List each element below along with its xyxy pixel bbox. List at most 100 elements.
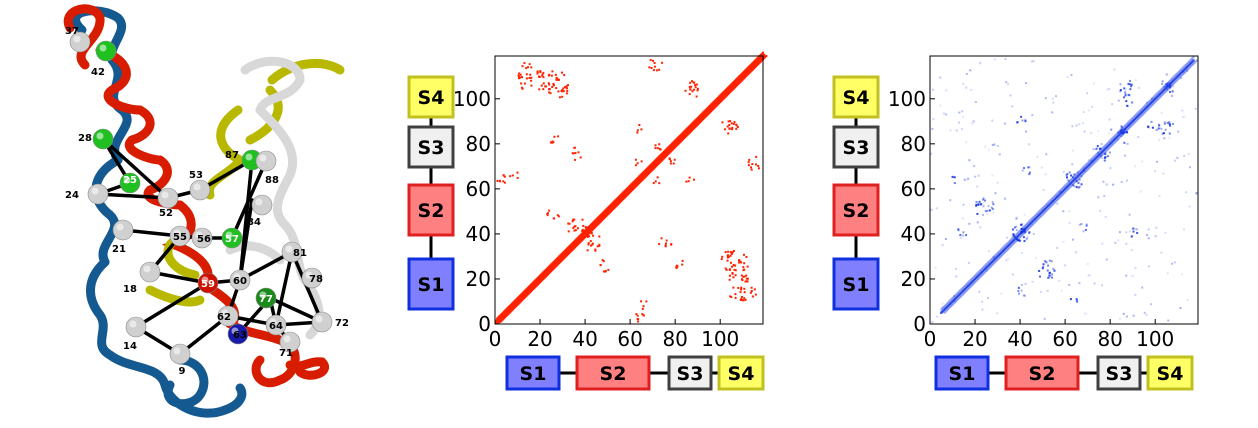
contact-cell: [1129, 119, 1132, 122]
contact-cell: [1015, 239, 1018, 242]
contact-cell: [552, 267, 555, 270]
contact-cell: [1162, 86, 1165, 89]
y-tick-label: 20: [901, 267, 926, 291]
contact-cell: [1141, 106, 1144, 109]
contact-cell: [966, 289, 969, 292]
contact-cell: [1048, 271, 1051, 274]
contact-cell: [706, 106, 709, 109]
contact-cell: [1057, 198, 1060, 201]
contact-cell: [691, 90, 694, 93]
contact-cell: [741, 71, 744, 74]
contact-cell: [1078, 185, 1081, 188]
contact-cell: [693, 120, 696, 123]
contact-cell: [720, 93, 723, 96]
contact-cell: [1013, 236, 1016, 239]
contact-cell: [623, 196, 626, 199]
contact-cell: [536, 70, 539, 73]
contact-cell: [668, 145, 671, 148]
contact-cell: [579, 240, 582, 243]
contact-cell: [625, 187, 628, 190]
contact-cell: [1070, 177, 1073, 180]
contact-cell: [939, 104, 942, 107]
contact-cell: [1032, 233, 1035, 236]
contact-cell: [626, 193, 629, 196]
contact-cell: [614, 205, 617, 208]
contact-cell: [1125, 274, 1128, 277]
contact-cell: [528, 291, 531, 294]
contact-cell: [561, 95, 564, 98]
contact-cell: [1195, 193, 1198, 196]
contact-cell: [1091, 164, 1094, 167]
contact-cell: [602, 211, 605, 214]
contact-cell: [498, 179, 501, 182]
contact-cell: [989, 258, 992, 261]
contact-cell: [1052, 202, 1055, 205]
contact-cell: [654, 144, 657, 147]
contact-cell: [549, 264, 552, 267]
contact-cell: [980, 267, 983, 270]
contact-cell: [1008, 239, 1011, 242]
contact-cell: [568, 245, 571, 248]
contact-cell: [1185, 62, 1188, 65]
contact-cell: [577, 151, 580, 154]
contact-cell: [1005, 249, 1008, 252]
contact-cell: [654, 147, 657, 150]
contact-cell: [953, 176, 956, 179]
contact-cell: [1015, 232, 1018, 235]
contact-cell: [1049, 205, 1052, 208]
contact-cell: [1029, 226, 1032, 229]
contact-cell: [742, 299, 745, 302]
contact-cell: [956, 299, 959, 302]
contact-cell: [1112, 136, 1115, 139]
contact-cell: [680, 132, 683, 135]
contact-cell: [984, 145, 987, 148]
contact-cell: [1126, 122, 1129, 125]
segment-box-s3: S3: [667, 355, 713, 391]
contact-cell: [1141, 286, 1144, 289]
contact-cell: [1011, 228, 1014, 231]
contact-cell: [725, 87, 728, 90]
contact-cell: [620, 193, 623, 196]
contact-cell: [1083, 172, 1086, 175]
contact-cell: [1004, 250, 1007, 253]
contact-cell: [1169, 90, 1172, 93]
contact-cell: [1076, 178, 1079, 181]
contact-cell: [533, 286, 536, 289]
contact-cell: [679, 140, 682, 143]
contact-cell: [661, 151, 664, 154]
contact-cell: [624, 189, 627, 191]
contact-cell: [984, 264, 987, 267]
residue-label: 18: [123, 284, 137, 295]
contact-cell: [681, 263, 684, 266]
contact-cell: [1017, 230, 1020, 233]
y-tick-label: 100: [453, 87, 491, 111]
contact-cell: [944, 303, 947, 306]
contact-cell: [1056, 199, 1059, 202]
contact-cell: [728, 127, 731, 130]
contact-cell: [1035, 219, 1038, 222]
contact-cell: [1126, 142, 1129, 145]
contact-cell: [1079, 175, 1082, 178]
contact-cell: [756, 57, 759, 60]
contact-cell: [635, 313, 638, 316]
contact-cell: [971, 122, 974, 125]
contact-cell: [613, 200, 616, 203]
contact-cell: [1011, 273, 1014, 276]
contact-cell: [688, 176, 691, 179]
contact-cell: [1075, 298, 1078, 301]
contact-cell: [1161, 82, 1164, 85]
contact-cell: [1004, 122, 1007, 125]
contact-cell: [640, 179, 643, 182]
contact-cell: [988, 259, 991, 262]
contact-cell: [969, 285, 972, 288]
contact-cell: [591, 228, 594, 231]
contact-cell: [584, 226, 587, 229]
contact-cell: [959, 236, 962, 239]
contact-cell: [998, 153, 1001, 156]
contact-cell: [639, 181, 642, 184]
contact-cell: [686, 127, 689, 130]
contact-cell: [690, 85, 693, 88]
contact-cell: [503, 181, 506, 184]
contact-cell: [572, 152, 575, 155]
contact-cell: [752, 67, 755, 70]
